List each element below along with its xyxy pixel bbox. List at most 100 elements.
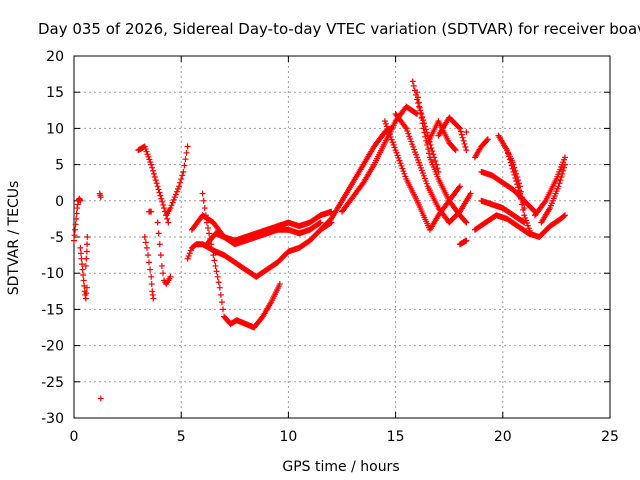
data-point — [516, 183, 523, 190]
data-point — [518, 188, 525, 195]
data-point — [421, 129, 428, 136]
data-point — [80, 272, 87, 279]
data-point — [561, 161, 568, 168]
data-point — [201, 205, 208, 212]
data-point — [461, 140, 468, 147]
data-point — [389, 139, 396, 146]
series-trace-15 — [317, 125, 395, 233]
data-point — [209, 246, 216, 253]
data-point — [316, 220, 323, 227]
y-tick-label: 5 — [55, 158, 64, 174]
x-tick-label: 15 — [387, 429, 405, 445]
data-point — [415, 159, 422, 166]
data-point — [146, 259, 153, 266]
data-point — [422, 133, 429, 140]
data-point — [403, 125, 410, 132]
data-point — [457, 128, 464, 135]
data-point — [168, 202, 175, 209]
data-point — [459, 134, 466, 141]
data-point — [148, 281, 155, 288]
data-point — [455, 124, 462, 131]
data-point — [386, 131, 393, 138]
data-point — [148, 161, 155, 168]
data-point — [414, 154, 421, 161]
data-point — [425, 150, 432, 157]
data-point — [382, 120, 389, 127]
data-point — [484, 136, 491, 143]
data-point — [400, 168, 407, 175]
data-point — [420, 172, 427, 179]
y-tick-label: -30 — [41, 411, 64, 427]
data-point — [276, 281, 283, 288]
data-point — [167, 205, 174, 212]
data-point — [463, 147, 470, 154]
data-point — [150, 295, 157, 302]
data-point — [144, 252, 151, 259]
series-trace-04 — [96, 190, 104, 201]
data-point — [385, 128, 392, 135]
data-point — [155, 230, 162, 237]
series-trace-24 — [463, 129, 470, 136]
data-point — [71, 232, 78, 239]
data-point — [419, 170, 426, 177]
data-point — [555, 183, 562, 190]
data-point — [154, 219, 161, 226]
data-point — [398, 162, 405, 169]
data-point — [184, 143, 191, 150]
data-point — [159, 198, 166, 205]
series-trace-13 — [199, 190, 283, 331]
data-point — [410, 82, 417, 89]
series-trace-30 — [504, 147, 528, 212]
series-trace-06 — [135, 143, 172, 226]
data-point — [71, 237, 77, 244]
data-point — [414, 94, 421, 101]
data-point — [80, 277, 87, 284]
data-point — [84, 234, 91, 240]
data-point — [155, 186, 162, 193]
data-point — [512, 167, 519, 174]
data-point — [462, 218, 469, 225]
data-point — [202, 212, 209, 219]
data-point — [83, 290, 90, 297]
data-point — [556, 180, 563, 187]
data-point — [216, 284, 223, 291]
data-point — [561, 154, 568, 161]
y-tick-label: 10 — [46, 121, 64, 137]
data-point — [173, 188, 180, 195]
data-point — [181, 162, 188, 169]
data-point — [527, 230, 534, 237]
data-point — [558, 174, 565, 181]
data-point — [147, 266, 154, 273]
data-point — [199, 190, 206, 197]
data-point — [463, 219, 470, 226]
data-point — [407, 135, 414, 142]
data-point — [483, 137, 490, 144]
data-point — [415, 99, 422, 106]
series-trace-02 — [77, 244, 90, 302]
data-point — [414, 89, 421, 96]
series-trace-01 — [71, 195, 84, 244]
data-point — [429, 148, 436, 155]
data-point — [84, 241, 91, 248]
data-point — [541, 199, 548, 206]
data-point — [187, 247, 194, 254]
series-trace-32 — [538, 161, 568, 226]
chart-title: Day 035 of 2026, Sidereal Day-to-day VTE… — [38, 20, 640, 38]
data-point — [402, 124, 409, 131]
data-point — [559, 170, 566, 177]
data-point — [418, 115, 425, 122]
data-point — [515, 177, 522, 184]
data-point — [419, 114, 426, 121]
data-point — [159, 270, 166, 277]
data-point — [172, 191, 179, 198]
data-point — [158, 195, 165, 202]
data-point — [463, 129, 470, 136]
series-trace-28 — [478, 197, 528, 226]
series-trace-21 — [424, 118, 459, 154]
y-tick-label: -25 — [41, 375, 64, 391]
data-point — [402, 173, 409, 180]
y-tick-label: 20 — [46, 49, 64, 65]
data-point — [170, 196, 177, 203]
data-point — [462, 144, 469, 151]
data-point — [422, 178, 429, 185]
